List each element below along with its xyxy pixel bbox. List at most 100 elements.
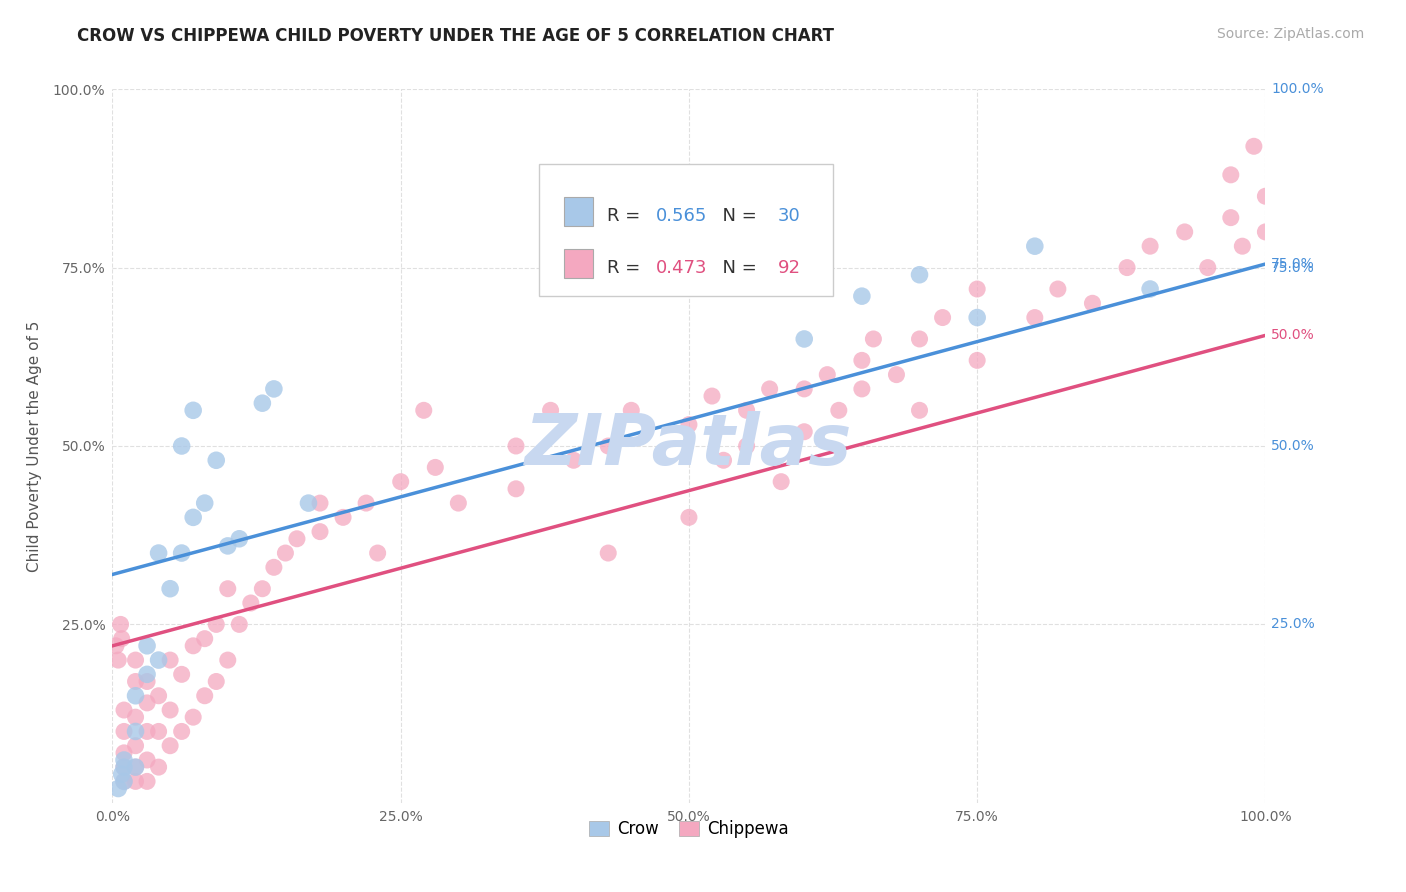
Point: [1046, 282, 1069, 296]
Point: [104, 639, 127, 653]
Point: [770, 475, 793, 489]
Point: [263, 560, 285, 574]
Point: [1254, 189, 1277, 203]
Point: [1139, 282, 1161, 296]
Point: [107, 781, 129, 796]
Text: 50.0%: 50.0%: [1271, 439, 1315, 453]
Point: [148, 724, 170, 739]
Point: [598, 546, 620, 560]
Text: 25.0%: 25.0%: [1271, 617, 1315, 632]
Point: [851, 289, 873, 303]
Point: [124, 674, 146, 689]
Point: [793, 382, 815, 396]
Point: [297, 496, 319, 510]
Point: [505, 482, 527, 496]
Point: [136, 696, 159, 710]
Point: [217, 539, 239, 553]
Point: [678, 417, 700, 432]
Y-axis label: Child Poverty Under the Age of 5: Child Poverty Under the Age of 5: [27, 320, 42, 572]
Point: [124, 710, 146, 724]
Text: 75.0%: 75.0%: [1271, 257, 1315, 271]
Point: [194, 496, 217, 510]
Point: [1232, 239, 1254, 253]
Point: [367, 546, 389, 560]
Point: [735, 439, 758, 453]
Point: [309, 496, 332, 510]
Point: [112, 753, 135, 767]
Point: [159, 739, 181, 753]
Text: 92: 92: [778, 259, 800, 277]
Text: 0.565: 0.565: [655, 207, 707, 225]
Point: [758, 382, 780, 396]
Point: [793, 425, 815, 439]
Point: [1081, 296, 1104, 310]
Point: [148, 546, 170, 560]
Text: N =: N =: [711, 207, 762, 225]
Point: [425, 460, 447, 475]
Point: [181, 403, 204, 417]
Point: [505, 439, 527, 453]
Point: [598, 439, 620, 453]
Text: 50.0%: 50.0%: [1271, 328, 1315, 343]
Point: [148, 653, 170, 667]
Point: [285, 532, 308, 546]
Point: [136, 639, 159, 653]
Text: 100.0%: 100.0%: [1271, 82, 1324, 96]
Point: [110, 617, 132, 632]
Point: [793, 332, 815, 346]
Point: [447, 496, 470, 510]
Point: [851, 353, 873, 368]
Point: [886, 368, 908, 382]
Point: [124, 689, 146, 703]
Text: R =: R =: [607, 259, 647, 277]
Point: [217, 653, 239, 667]
Point: [908, 332, 931, 346]
Point: [136, 674, 159, 689]
Point: [124, 739, 146, 753]
Point: [112, 760, 135, 774]
Point: [136, 753, 159, 767]
Point: [112, 774, 135, 789]
Point: [228, 617, 250, 632]
Point: [1024, 310, 1046, 325]
Text: 75.0%: 75.0%: [1271, 260, 1315, 275]
Point: [181, 639, 204, 653]
Text: CROW VS CHIPPEWA CHILD POVERTY UNDER THE AGE OF 5 CORRELATION CHART: CROW VS CHIPPEWA CHILD POVERTY UNDER THE…: [77, 27, 834, 45]
Point: [931, 310, 953, 325]
Point: [1197, 260, 1219, 275]
Point: [228, 532, 250, 546]
Point: [1219, 211, 1241, 225]
Text: 30: 30: [778, 207, 800, 225]
Point: [148, 760, 170, 774]
Point: [862, 332, 884, 346]
Point: [112, 746, 135, 760]
Point: [148, 689, 170, 703]
Point: [181, 710, 204, 724]
Point: [1219, 168, 1241, 182]
Point: [1024, 239, 1046, 253]
FancyBboxPatch shape: [564, 197, 593, 226]
Text: Source: ZipAtlas.com: Source: ZipAtlas.com: [1216, 27, 1364, 41]
Point: [170, 667, 193, 681]
Point: [136, 774, 159, 789]
Point: [239, 596, 262, 610]
Point: [815, 368, 838, 382]
Point: [205, 674, 228, 689]
Point: [908, 403, 931, 417]
Point: [111, 767, 134, 781]
Point: [124, 760, 146, 774]
Point: [194, 689, 217, 703]
Point: [112, 724, 135, 739]
Point: [124, 774, 146, 789]
Point: [136, 667, 159, 681]
Point: [252, 396, 274, 410]
Point: [107, 653, 129, 667]
Text: ZIPatlas: ZIPatlas: [526, 411, 852, 481]
FancyBboxPatch shape: [564, 249, 593, 277]
Point: [159, 582, 181, 596]
Point: [124, 724, 146, 739]
Point: [124, 653, 146, 667]
Point: [412, 403, 434, 417]
FancyBboxPatch shape: [538, 164, 832, 296]
Point: [1174, 225, 1197, 239]
